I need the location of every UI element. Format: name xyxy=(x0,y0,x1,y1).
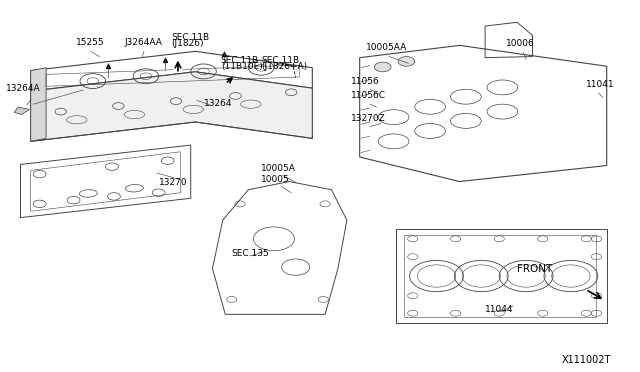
Text: (J1826+A): (J1826+A) xyxy=(261,62,307,71)
Text: 13270Z: 13270Z xyxy=(351,114,385,123)
Text: 11041: 11041 xyxy=(586,80,614,89)
Text: 11044: 11044 xyxy=(485,305,514,314)
Text: X111002T: X111002T xyxy=(562,355,611,365)
Text: 11056: 11056 xyxy=(351,77,380,86)
Text: 15255: 15255 xyxy=(76,38,104,47)
Text: 13264A: 13264A xyxy=(6,84,41,93)
Text: 10005: 10005 xyxy=(261,175,290,184)
Circle shape xyxy=(374,62,391,72)
Text: 13264: 13264 xyxy=(204,99,232,108)
Text: SEC.11B: SEC.11B xyxy=(221,56,259,65)
Text: 13270: 13270 xyxy=(159,178,188,187)
Text: 10006: 10006 xyxy=(506,39,534,48)
Text: 10005A: 10005A xyxy=(261,164,296,173)
Text: 11056C: 11056C xyxy=(351,92,386,100)
Text: (J1826): (J1826) xyxy=(172,39,204,48)
Text: SEC.11B: SEC.11B xyxy=(261,56,300,65)
Polygon shape xyxy=(14,107,29,115)
Text: FRONT: FRONT xyxy=(517,264,552,273)
Text: SEC.11B: SEC.11B xyxy=(172,33,210,42)
Text: J3264AA: J3264AA xyxy=(125,38,163,47)
Circle shape xyxy=(398,57,415,66)
Text: SEC.135: SEC.135 xyxy=(232,249,269,258)
Text: 10005AA: 10005AA xyxy=(366,43,407,52)
Text: (11B10E): (11B10E) xyxy=(221,62,262,71)
Polygon shape xyxy=(31,72,312,141)
Polygon shape xyxy=(31,68,46,141)
